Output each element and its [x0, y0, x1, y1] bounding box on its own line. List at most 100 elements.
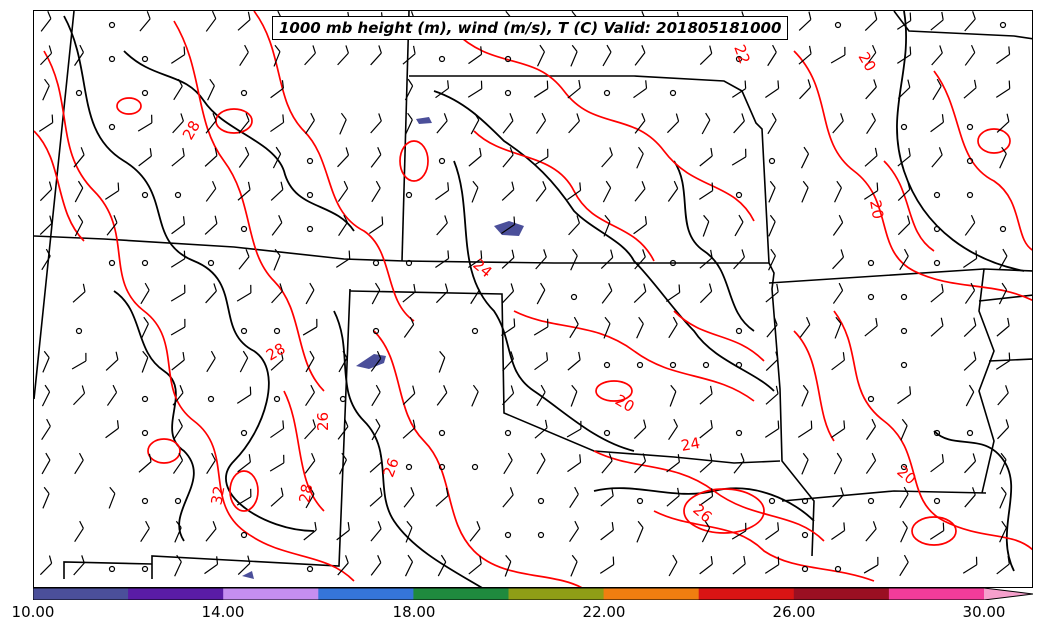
wind-barb: [173, 78, 183, 101]
wind-barb: [601, 453, 613, 474]
wind-barb: [74, 520, 84, 543]
calm-marker: [141, 55, 149, 63]
calm-marker: [405, 463, 413, 471]
calm-marker: [735, 55, 743, 63]
wind-barb: [207, 78, 215, 101]
wind-barb: [897, 79, 911, 99]
wind-barb: [699, 147, 713, 167]
wind-barb: [74, 44, 84, 66]
contour-label: 20: [612, 391, 638, 416]
wind-barb: [733, 113, 745, 134]
wind-barb: [71, 352, 87, 370]
map-canvas: 28 20 24 20 26 26 32 28 24 20 26 22 20 2…: [34, 11, 1032, 587]
wind-barb: [470, 282, 480, 305]
wind-barb: [501, 318, 516, 336]
wind-barb: [139, 11, 151, 32]
wind-barb: [701, 112, 711, 135]
wind-barb: [238, 249, 250, 270]
wind-barb: [931, 147, 943, 168]
wind-barb: [999, 520, 1007, 543]
wind-barb: [731, 80, 747, 98]
calm-marker: [141, 259, 149, 267]
wind-barb: [801, 452, 809, 475]
wind-barb: [270, 487, 284, 507]
wind-barb: [568, 113, 580, 134]
contour-label: 26: [379, 456, 402, 480]
wind-barb: [536, 384, 546, 407]
calm-marker: [801, 565, 809, 573]
colorbar-swatch: [508, 588, 605, 600]
wind-barb: [270, 181, 284, 201]
wind-barb: [204, 215, 218, 235]
wind-barb: [832, 282, 844, 304]
wind-barb: [271, 283, 284, 304]
wind-barb: [834, 180, 842, 203]
wind-barb: [501, 216, 516, 234]
wind-barb: [999, 486, 1007, 509]
colorbar: [33, 588, 1033, 600]
wind-barb: [305, 112, 315, 135]
wind-barb: [636, 316, 644, 339]
wind-barb: [435, 283, 449, 304]
wind-barb: [799, 79, 812, 100]
wind-barb: [170, 318, 186, 336]
calm-marker: [339, 395, 347, 403]
wind-barb: [269, 454, 285, 472]
wind-barb: [335, 250, 351, 268]
calm-marker: [603, 429, 611, 437]
wind-barb: [899, 248, 909, 271]
colorbar-tick-label: 10.00: [11, 603, 55, 621]
wind-barb: [536, 44, 546, 67]
colorbar-tick-label: 18.00: [392, 603, 436, 621]
wind-barb: [699, 488, 714, 507]
wind-barb: [567, 182, 582, 201]
wind-barb: [602, 44, 612, 67]
wind-barb: [533, 80, 549, 98]
wind-barb: [666, 454, 680, 473]
wind-barb: [371, 418, 381, 441]
colorbar-swatch: [128, 588, 224, 600]
wind-barb: [633, 216, 648, 235]
wind-barb: [765, 283, 779, 303]
wind-barb: [172, 385, 184, 406]
wind-barb: [699, 249, 713, 269]
wind-barb: [896, 12, 912, 30]
wind-barb: [535, 112, 547, 134]
wind-barb: [270, 420, 285, 439]
wind-barb: [171, 216, 186, 235]
wind-barb: [832, 214, 844, 236]
wind-barb: [502, 113, 514, 134]
wind-barb: [271, 214, 283, 236]
wind-barb: [996, 317, 1010, 337]
wind-barb: [237, 11, 251, 31]
wind-barb: [501, 181, 515, 201]
wind-barb: [236, 488, 252, 506]
calm-marker: [207, 395, 215, 403]
calm-marker: [966, 123, 974, 131]
wind-barb: [468, 147, 482, 167]
wind-barb: [270, 114, 285, 133]
wind-barb: [569, 316, 579, 339]
contour-label: 24: [680, 434, 702, 455]
wind-barb: [798, 11, 812, 31]
wind-barb: [602, 180, 612, 203]
wind-barb: [930, 454, 944, 473]
calm-marker: [801, 531, 809, 539]
wind-barb: [138, 148, 152, 167]
wind-barb: [435, 182, 450, 201]
wind-barb: [996, 555, 1010, 575]
calm-marker: [306, 225, 314, 233]
contour-label: 20: [866, 199, 887, 221]
wind-barb: [369, 453, 383, 473]
contour-label: 26: [689, 500, 715, 526]
wind-barb: [864, 147, 878, 167]
wind-barb: [239, 44, 249, 67]
calm-marker: [900, 327, 908, 335]
wind-barb: [698, 182, 714, 200]
wind-barb: [405, 520, 413, 543]
wind-barb: [237, 555, 251, 575]
wind-barb: [42, 486, 50, 509]
wind-barb: [468, 555, 482, 575]
calm-marker: [834, 565, 842, 573]
wind-barb: [402, 419, 416, 439]
